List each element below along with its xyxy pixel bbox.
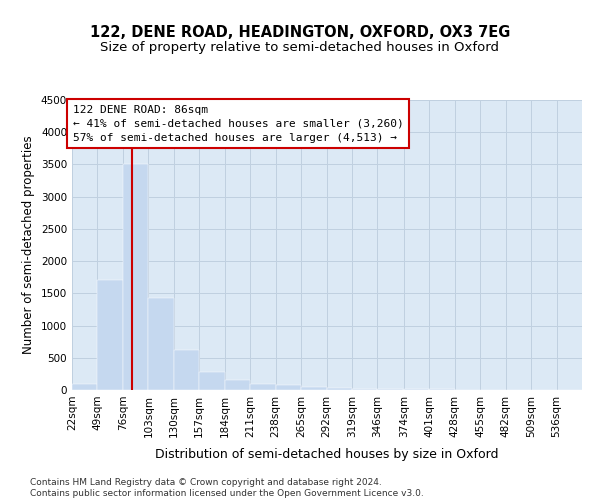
- Bar: [377, 389, 403, 390]
- Bar: [352, 388, 377, 390]
- Y-axis label: Number of semi-detached properties: Number of semi-detached properties: [22, 136, 35, 354]
- Bar: [174, 350, 199, 390]
- Bar: [275, 386, 301, 390]
- Text: 122, DENE ROAD, HEADINGTON, OXFORD, OX3 7EG: 122, DENE ROAD, HEADINGTON, OXFORD, OX3 …: [90, 25, 510, 40]
- Text: Size of property relative to semi-detached houses in Oxford: Size of property relative to semi-detach…: [101, 41, 499, 54]
- Bar: [404, 389, 429, 390]
- Bar: [326, 388, 352, 390]
- Bar: [199, 372, 225, 390]
- Text: Contains HM Land Registry data © Crown copyright and database right 2024.
Contai: Contains HM Land Registry data © Crown c…: [30, 478, 424, 498]
- Bar: [123, 164, 148, 390]
- Bar: [225, 380, 250, 390]
- Bar: [250, 384, 275, 390]
- Bar: [97, 280, 123, 390]
- Text: 122 DENE ROAD: 86sqm
← 41% of semi-detached houses are smaller (3,260)
57% of se: 122 DENE ROAD: 86sqm ← 41% of semi-detac…: [73, 104, 404, 142]
- X-axis label: Distribution of semi-detached houses by size in Oxford: Distribution of semi-detached houses by …: [155, 448, 499, 461]
- Bar: [72, 384, 97, 390]
- Bar: [148, 298, 174, 390]
- Bar: [301, 387, 326, 390]
